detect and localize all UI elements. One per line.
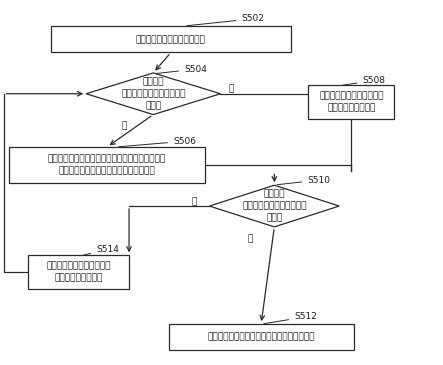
Text: S508: S508 bbox=[343, 76, 385, 85]
Text: S502: S502 bbox=[187, 14, 264, 26]
Text: 校验是否
需要增加电堆中的产物气体
制备量: 校验是否 需要增加电堆中的产物气体 制备量 bbox=[121, 77, 186, 110]
Text: 否: 否 bbox=[191, 197, 197, 206]
Text: 不升高第一电加热器和第二
电加热器的加热温度: 不升高第一电加热器和第二 电加热器的加热温度 bbox=[319, 92, 384, 112]
Text: S504: S504 bbox=[156, 65, 207, 74]
Text: S506: S506 bbox=[119, 137, 196, 147]
FancyBboxPatch shape bbox=[51, 26, 291, 53]
Text: 是: 是 bbox=[122, 122, 127, 131]
Text: S512: S512 bbox=[264, 312, 317, 324]
Polygon shape bbox=[210, 185, 339, 227]
Text: 升高第一电加热器和第二电加热器的加热温度，使
入口气体温度升高，增加产物气体制备量: 升高第一电加热器和第二电加热器的加热温度，使 入口气体温度升高，增加产物气体制备… bbox=[48, 155, 166, 176]
Text: 校验是否
需要降低电堆中的产物气体
制备量: 校验是否 需要降低电堆中的产物气体 制备量 bbox=[242, 190, 307, 222]
FancyBboxPatch shape bbox=[169, 324, 354, 350]
Text: S514: S514 bbox=[83, 245, 119, 255]
Text: 获取高温电解系统的运行温度: 获取高温电解系统的运行温度 bbox=[136, 35, 206, 44]
Text: 是: 是 bbox=[248, 234, 253, 243]
Text: 否: 否 bbox=[229, 85, 234, 93]
FancyBboxPatch shape bbox=[308, 85, 394, 119]
FancyBboxPatch shape bbox=[28, 255, 129, 289]
Text: S510: S510 bbox=[277, 176, 330, 185]
Text: 不降低第一电加热器和第二
电加热器的加热温度: 不降低第一电加热器和第二 电加热器的加热温度 bbox=[46, 262, 111, 283]
Text: 降低第一电加热器和第二电加热器的加热温度: 降低第一电加热器和第二电加热器的加热温度 bbox=[207, 333, 315, 342]
Polygon shape bbox=[86, 73, 221, 115]
FancyBboxPatch shape bbox=[9, 147, 205, 183]
